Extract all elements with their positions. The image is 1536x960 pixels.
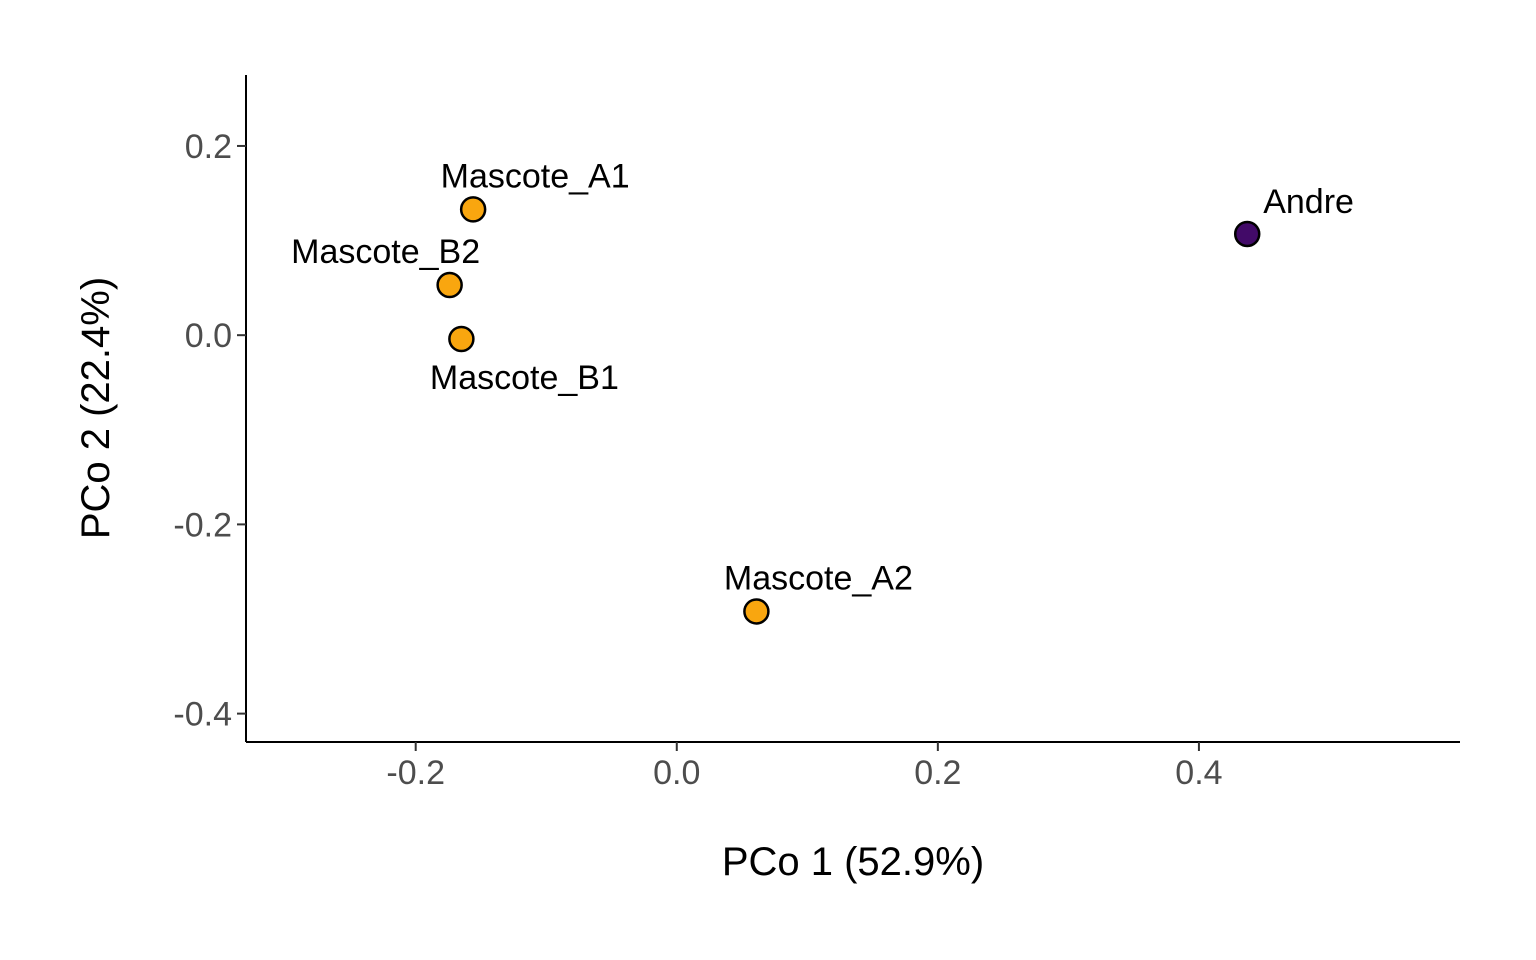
x-tick-label: 0.0 [653,754,700,792]
data-point [1233,220,1261,248]
point-labels: Mascote_A1 Mascote_B2 Mascote_B1 Mascote_A2… [291,157,1354,597]
point-label: Mascote_A2 [724,559,913,597]
y-axis-ticks: -0.4 -0.2 0.0 0.2 [173,128,246,734]
data-point [448,325,475,353]
point-label: Mascote_B1 [430,359,619,397]
point-label: Andre [1263,183,1354,221]
data-point [459,196,487,223]
y-tick-label: 0.0 [185,317,232,355]
data-point [436,271,463,299]
x-axis-ticks: -0.2 0.0 0.2 0.4 [386,742,1223,792]
y-tick-label: -0.4 [173,696,232,734]
axes: -0.2 0.0 0.2 0.4 -0.4 -0.2 0.0 0.2 [173,75,1460,792]
x-tick-label: -0.2 [386,754,445,792]
y-tick-label: 0.2 [185,128,232,166]
data-point [743,598,770,625]
y-axis-title: PCo 2 (22.4%) [74,277,118,539]
x-axis-title: PCo 1 (52.9%) [722,840,984,884]
x-tick-label: 0.4 [1175,754,1222,792]
point-label: Mascote_A1 [441,157,630,195]
x-tick-label: 0.2 [914,754,961,792]
point-label: Mascote_B2 [291,233,480,271]
data-points [436,196,1261,625]
y-tick-label: -0.2 [173,506,232,544]
